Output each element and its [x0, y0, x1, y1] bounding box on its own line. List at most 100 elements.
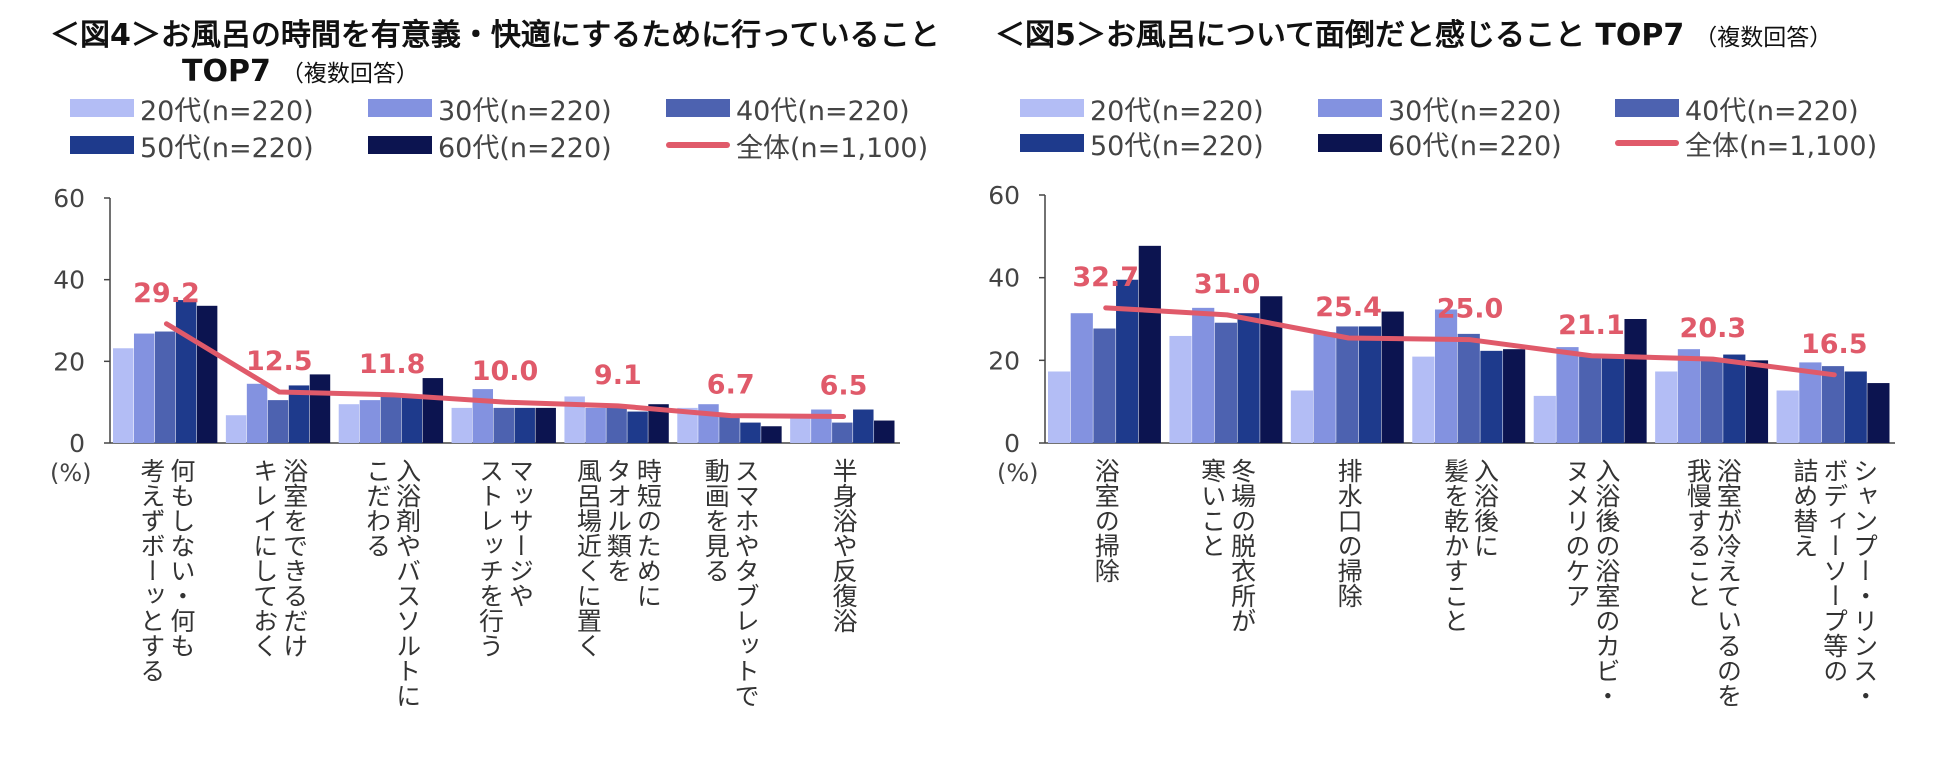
bar	[113, 348, 134, 443]
bar	[648, 404, 669, 443]
category-label: 入浴後の浴室のカビ・	[1592, 458, 1621, 708]
category-label: 浴室の掃除	[1091, 458, 1120, 583]
series-line-total	[1103, 305, 1837, 378]
bar	[246, 383, 268, 443]
bar	[451, 407, 473, 443]
bar	[1457, 333, 1480, 443]
legend-swatch	[1615, 99, 1679, 117]
legend-item: 60代(n=220)	[368, 130, 612, 164]
category-label: 髪を乾かすこと	[1441, 458, 1470, 633]
bar	[1745, 360, 1769, 443]
bar	[1116, 279, 1139, 443]
bar	[1503, 349, 1526, 443]
bar	[606, 405, 627, 443]
bar	[1844, 371, 1867, 443]
bar	[514, 407, 535, 443]
category-label: シャンプー・リンス・	[1850, 458, 1879, 708]
bar	[493, 407, 514, 443]
chart-title-line1: ＜図4＞お風呂の時間を有意義・快適にするために行っていること	[50, 18, 940, 53]
bar	[1070, 313, 1093, 443]
legend-label: 50代(n=220)	[140, 132, 314, 164]
data-label: 21.1	[1558, 310, 1625, 341]
category-label: こだわる	[363, 458, 392, 558]
bar	[422, 378, 444, 443]
data-label: 12.5	[246, 346, 313, 377]
category-label: 詰め替え	[1790, 458, 1819, 558]
legend-label: 60代(n=220)	[1388, 130, 1562, 162]
bar	[1867, 383, 1890, 443]
bar	[359, 400, 381, 443]
legend-label: 20代(n=220)	[140, 95, 314, 127]
category-label: ボディーソープ等の	[1820, 458, 1849, 683]
legend-swatch	[1318, 99, 1382, 117]
category-label: 寒いこと	[1198, 458, 1227, 558]
y-tick-label: 60	[53, 184, 85, 213]
bar	[1358, 326, 1382, 443]
bar	[1556, 347, 1579, 443]
bar	[1799, 362, 1822, 443]
data-label: 20.3	[1680, 313, 1747, 344]
category-label: 考えずボーッとする	[137, 458, 166, 683]
data-label: 25.0	[1437, 294, 1504, 325]
category-label: 我慢すること	[1683, 458, 1712, 608]
bar	[309, 374, 331, 443]
data-label: 9.1	[594, 360, 642, 391]
bar	[564, 396, 585, 443]
bar	[1700, 358, 1723, 443]
bar	[1677, 349, 1701, 443]
bar	[535, 407, 556, 443]
legend-swatch	[1318, 134, 1382, 152]
data-label: 32.7	[1072, 262, 1139, 293]
category-label: 冬場の脱衣所が	[1228, 458, 1257, 633]
chart-panel-fig5: ＜図5＞お風呂について面倒だと感じること TOP7 （複数回答） 20代(n=22…	[975, 0, 1950, 770]
data-label: 10.0	[472, 356, 539, 387]
category-label: 動画を見る	[701, 458, 730, 583]
legend-item: 60代(n=220)	[1318, 128, 1562, 162]
category-label: ヌメリのケア	[1562, 458, 1591, 608]
legend-item: 50代(n=220)	[70, 130, 314, 164]
bar	[380, 396, 402, 443]
category-label: 時短のために	[633, 458, 662, 608]
data-label: 11.8	[359, 349, 426, 380]
bar	[1655, 371, 1678, 443]
y-tick-label: 20	[988, 346, 1020, 375]
bar	[1624, 319, 1647, 443]
legend-line-swatch	[666, 142, 730, 148]
bar	[853, 409, 874, 443]
category-label: 入浴剤やバスソルトに	[393, 458, 422, 708]
bar	[1237, 313, 1260, 443]
legend-item: 20代(n=220)	[70, 93, 314, 127]
chart-plot: 0 20 40 60 (%) 29.2 12.5 11.8 10.0 9.1 6.7 6.5 何もしない…	[50, 184, 900, 708]
legend-swatch	[70, 99, 134, 117]
legend-swatch	[70, 136, 134, 154]
category-label: スマホやタブレットで	[731, 458, 760, 708]
bar	[472, 389, 494, 443]
legend-item: 20代(n=220)	[1020, 93, 1264, 127]
bar	[267, 400, 289, 443]
category-label: マッサージや	[506, 458, 535, 608]
legend-label: 50代(n=220)	[1090, 130, 1264, 162]
data-label: 25.4	[1315, 292, 1382, 323]
chart-title-line1: ＜図5＞お風呂について面倒だと感じること TOP7	[995, 18, 1685, 53]
legend-label: 全体(n=1,100)	[736, 132, 929, 164]
bar	[154, 331, 176, 443]
y-axis-label: (%)	[50, 459, 92, 487]
bar	[1192, 307, 1215, 443]
bar	[698, 404, 719, 443]
bar	[1313, 332, 1336, 443]
bar	[585, 407, 606, 443]
category-label: 浴室をできるだけ	[280, 458, 309, 658]
bar	[1579, 356, 1602, 443]
bar	[1533, 395, 1556, 443]
bar	[1776, 390, 1799, 443]
chart-title: ＜図4＞お風呂の時間を有意義・快適にするために行っていること	[50, 10, 940, 54]
chart-subtitle: （複数回答）	[280, 61, 419, 87]
y-tick-label: 0	[1004, 429, 1020, 458]
bar	[225, 415, 247, 443]
y-tick-label: 0	[69, 429, 85, 458]
legend-swatch	[666, 99, 730, 117]
y-tick-label: 60	[988, 181, 1020, 210]
category-label: キレイにしておく	[250, 458, 279, 658]
y-tick-label: 40	[53, 266, 85, 295]
data-label: 29.2	[133, 278, 200, 309]
